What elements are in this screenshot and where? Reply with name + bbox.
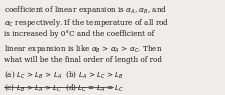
Text: what will be the final order of length of rod: what will be the final order of length o… (4, 56, 161, 64)
Text: (c) $L_B$ > $L_A$ > $L_C$  (d) $L_C$ = $L_A$ = $L_C$: (c) $L_B$ > $L_A$ > $L_C$ (d) $L_C$ = $L… (4, 82, 123, 93)
Text: $\alpha_C$ respectively. If the temperature of all rod: $\alpha_C$ respectively. If the temperat… (4, 17, 168, 29)
Text: (a) $L_C$ > $L_B$ > $L_A$  (b) $L_A$ > $L_C$ > $L_B$: (a) $L_C$ > $L_B$ > $L_A$ (b) $L_A$ > $L… (4, 69, 123, 80)
Text: coefficient of linear expansion is $\alpha_A$, $\alpha_B$, and: coefficient of linear expansion is $\alp… (4, 4, 166, 16)
Text: linear expansion is like $\alpha_B$ > $\alpha_A$ > $\alpha_C$. Then: linear expansion is like $\alpha_B$ > $\… (4, 43, 162, 55)
Text: is increased by 0°C and the coefficient of: is increased by 0°C and the coefficient … (4, 30, 153, 38)
